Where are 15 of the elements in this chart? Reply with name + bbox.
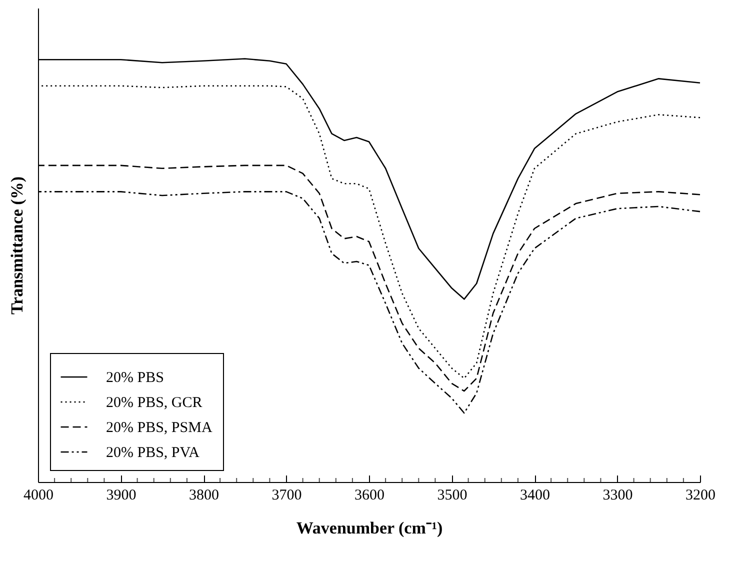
legend-label: 20% PBS, PSMA: [106, 420, 212, 436]
x-tick-label: 3800: [189, 488, 219, 504]
x-tick-label: 3600: [354, 488, 384, 504]
legend-label: 20% PBS, PVA: [106, 445, 200, 461]
x-tick-label: 3700: [272, 488, 302, 504]
x-axis-title: Wavenumber (cm⁻¹): [296, 518, 443, 538]
legend-label: 20% PBS: [106, 370, 164, 386]
y-axis-title: Transmittance (%): [8, 176, 26, 315]
x-tick-label: 3900: [106, 488, 136, 504]
x-tick-label: 4000: [24, 488, 54, 504]
x-tick-label: 3500: [437, 488, 468, 504]
x-tick-label: 3200: [686, 488, 716, 504]
x-tick-label: 3400: [520, 488, 550, 504]
legend-label: 20% PBS, GCR: [106, 395, 202, 411]
x-tick-label: 3300: [602, 488, 633, 504]
